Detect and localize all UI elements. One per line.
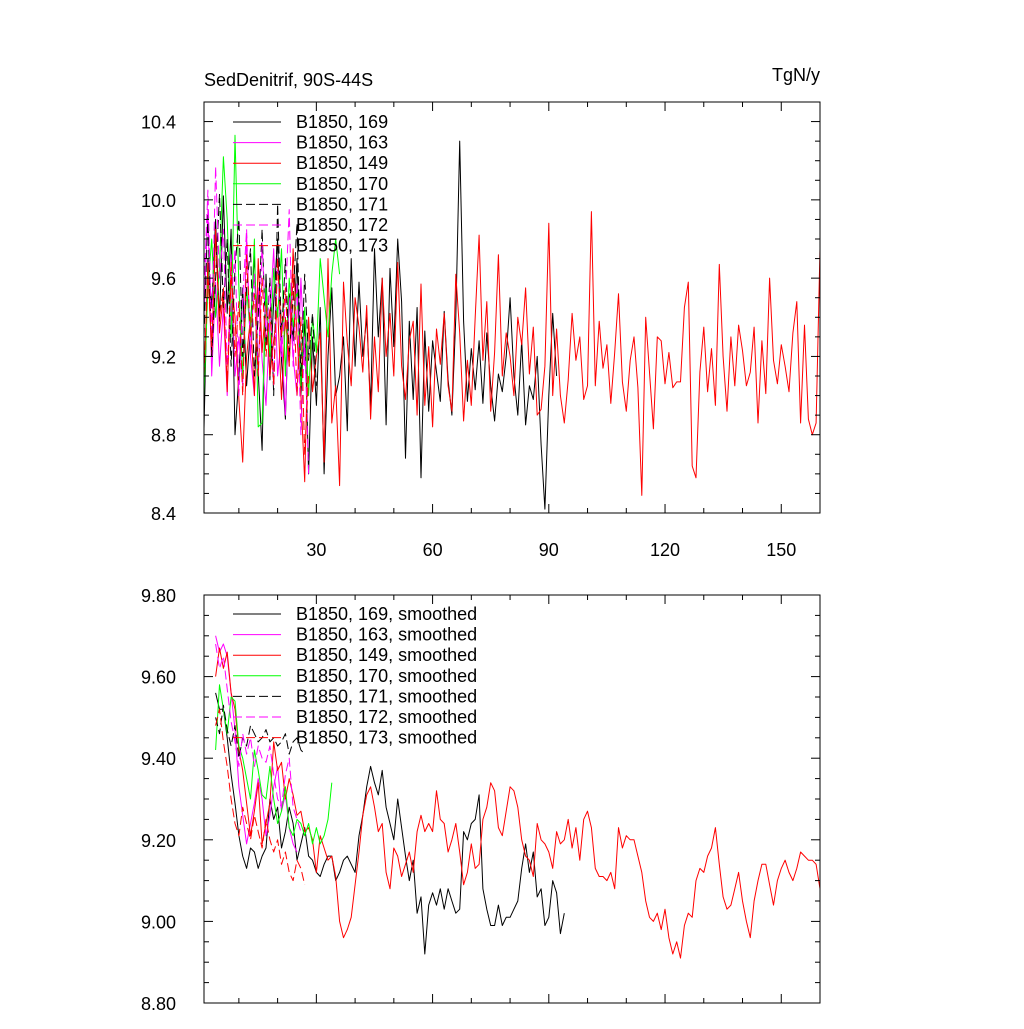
y-tick-label: 9.60 [141, 668, 176, 688]
legend-label: B1850, 170 [296, 174, 388, 194]
series-line [215, 647, 820, 959]
legend-label: B1850, 172, smoothed [296, 707, 477, 727]
y-tick-label: 10.4 [141, 113, 176, 133]
legend-label: B1850, 171, smoothed [296, 686, 477, 706]
y-tick-label: 9.00 [141, 912, 176, 932]
legend-label: B1850, 170, smoothed [296, 666, 477, 686]
x-tick-label: 60 [423, 540, 443, 560]
y-tick-label: 9.6 [151, 269, 176, 289]
series-line [215, 692, 565, 955]
x-tick-label: 120 [650, 540, 680, 560]
series-line [215, 643, 302, 832]
legend-label: B1850, 163 [296, 133, 388, 153]
series-line [215, 684, 333, 845]
legend-label: B1850, 172 [296, 215, 388, 235]
panel-raw: SedDenitrif, 90S-44S TgN/y 30 60 90 120 150 8… [141, 65, 821, 560]
series-line [204, 193, 317, 397]
y-tick-label: 8.4 [151, 504, 176, 524]
y-tick-label: 9.20 [141, 831, 176, 851]
legend-label: B1850, 149, smoothed [296, 645, 477, 665]
y-tick-label: 9.40 [141, 749, 176, 769]
x-tick-label: 90 [539, 540, 559, 560]
legend-label: B1850, 149 [296, 153, 388, 173]
series-line [204, 238, 310, 455]
chart-title: SedDenitrif, 90S-44S [204, 70, 373, 90]
x-tick-label: 30 [306, 540, 326, 560]
y-tick-label: 9.2 [151, 347, 176, 367]
series-line [204, 134, 341, 428]
series-line [215, 704, 306, 759]
y-tick-label: 8.80 [141, 994, 176, 1014]
series-line [204, 140, 558, 510]
y-tick-label: 8.8 [151, 426, 176, 446]
legend-label: B1850, 173 [296, 236, 388, 256]
series-line [215, 708, 306, 885]
panel-smoothed: 8.80 9.00 9.20 9.40 9.60 9.80 B1850, 169, smoo… [141, 586, 821, 1014]
series-line [204, 211, 820, 496]
x-tick-label: 150 [766, 540, 796, 560]
legend-label: B1850, 171 [296, 194, 388, 214]
legend-label: B1850, 163, smoothed [296, 625, 477, 645]
legend-label: B1850, 169 [296, 112, 388, 132]
legend-label: B1850, 173, smoothed [296, 728, 477, 748]
series-group [215, 635, 820, 959]
y-tick-label: 9.80 [141, 586, 176, 606]
y-tick-label: 10.0 [141, 191, 176, 211]
series-group [204, 134, 820, 510]
units-label: TgN/y [772, 65, 820, 85]
plot-frame [203, 101, 821, 514]
legend-label: B1850, 169, smoothed [296, 604, 477, 624]
